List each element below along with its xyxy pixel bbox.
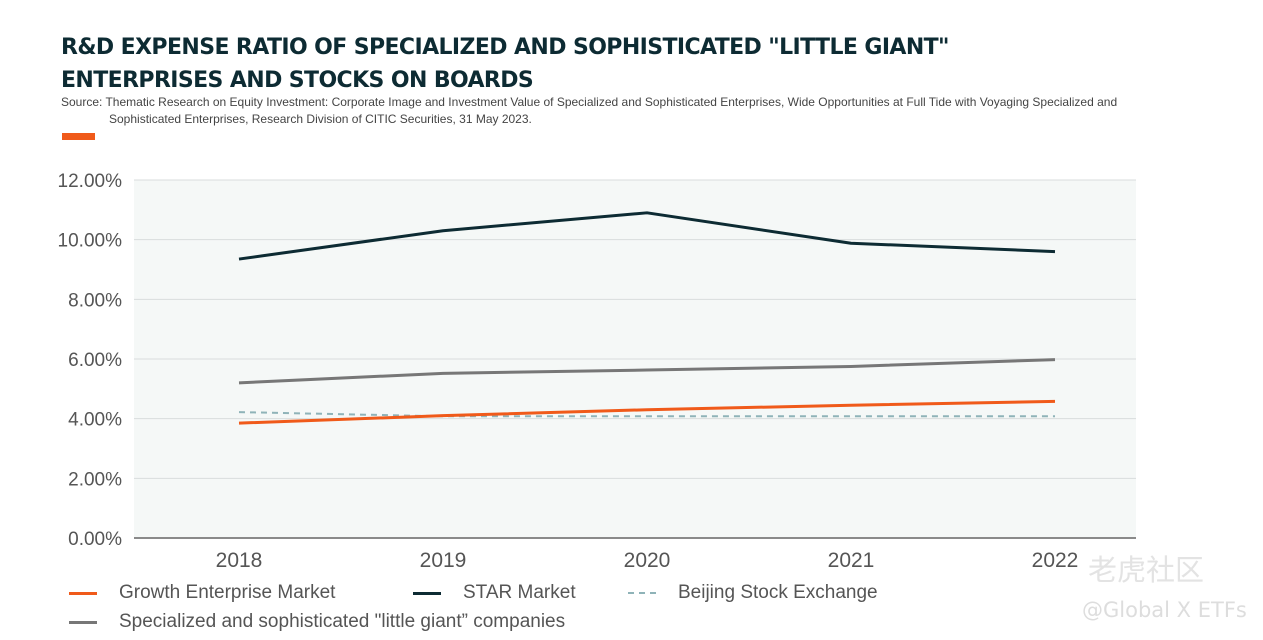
- y-tick-label: 4.00%: [68, 410, 122, 431]
- x-tick-label: 2019: [420, 549, 467, 572]
- y-tick-label: 8.00%: [68, 290, 122, 311]
- chart-title-line-1: R&D EXPENSE RATIO OF SPECIALIZED AND SOP…: [61, 35, 950, 60]
- x-tick-label: 2018: [216, 549, 263, 572]
- x-tick-label: 2021: [828, 549, 875, 572]
- source-note-line-2: Sophisticated Enterprises, Research Divi…: [109, 112, 532, 126]
- x-tick-label: 2020: [624, 549, 671, 572]
- series-line-1: [238, 211, 1056, 261]
- series-line-0: [238, 399, 1056, 425]
- accent-bar: [62, 133, 95, 140]
- y-tick-label: 2.00%: [68, 469, 122, 490]
- watermark-handle: @Global X ETFs: [1082, 598, 1247, 622]
- chart-title: R&D EXPENSE RATIO OF SPECIALIZED AND SOP…: [61, 31, 961, 97]
- chart-title-line-2: ENTERPRISES AND STOCKS ON BOARDS: [61, 68, 534, 93]
- source-note: Source: Thematic Research on Equity Inve…: [61, 94, 1171, 128]
- y-tick-label: 6.00%: [68, 350, 122, 371]
- y-tick-label: 0.00%: [68, 529, 122, 550]
- y-tick-label: 12.00%: [58, 171, 123, 192]
- y-tick-label: 10.00%: [58, 231, 123, 252]
- series-line-3: [238, 358, 1056, 385]
- x-tick-label: 2022: [1032, 549, 1079, 572]
- source-note-line-1: Source: Thematic Research on Equity Inve…: [61, 95, 1118, 109]
- series-line-2: [238, 411, 1055, 418]
- watermark-brand: 老虎社区: [1088, 553, 1205, 587]
